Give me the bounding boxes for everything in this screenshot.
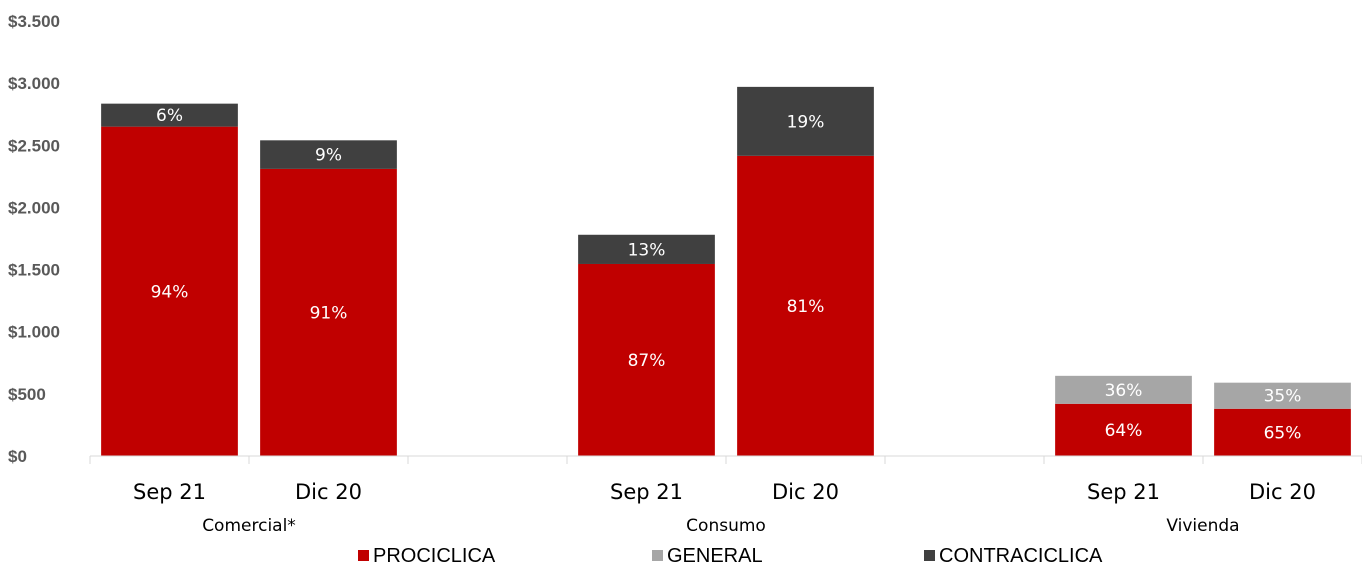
data-label: 36% xyxy=(1105,381,1143,401)
legend-swatch xyxy=(924,550,935,561)
y-tick-label: $0 xyxy=(8,447,27,466)
x-tick-label: Dic 20 xyxy=(772,480,839,504)
data-label: 6% xyxy=(156,106,183,126)
data-label: 9% xyxy=(315,146,342,166)
x-tick-label: Dic 20 xyxy=(1249,480,1316,504)
x-tick-label: Sep 21 xyxy=(610,480,683,504)
data-label: 19% xyxy=(787,112,825,132)
data-label: 87% xyxy=(628,351,666,371)
y-tick-label: $1.000 xyxy=(8,323,60,342)
bar-segment-general xyxy=(1214,382,1351,409)
legend-item: PROCICLICA xyxy=(358,545,496,565)
legend-label: GENERAL xyxy=(667,545,763,565)
data-label: 65% xyxy=(1264,423,1302,443)
y-tick-label: $2.000 xyxy=(8,198,60,217)
y-tick-label: $3.000 xyxy=(8,74,60,93)
y-axis: $0 $500 $1.000 $1.500 $2.000 $2.500 $3.000 $3.5… xyxy=(8,12,60,466)
legend-swatch xyxy=(358,550,369,561)
bar-segment-prociclica xyxy=(578,263,715,456)
legend-item: CONTRACICLICA xyxy=(924,545,1103,565)
bar-stack: 87% 13% xyxy=(578,234,715,456)
data-label: 94% xyxy=(151,282,189,302)
data-label: 81% xyxy=(787,297,825,317)
bar-segment-contraciclica xyxy=(101,103,238,127)
x-tick-label: Sep 21 xyxy=(133,480,206,504)
bar-stack: 65% 35% xyxy=(1214,382,1351,456)
data-label: 91% xyxy=(310,303,348,323)
x-tick-label: Sep 21 xyxy=(1087,480,1160,504)
bar-segment-contraciclica xyxy=(260,140,397,169)
bar-stack: 91% 9% xyxy=(260,140,397,456)
legend: PROCICLICA GENERAL CONTRACICLICA xyxy=(358,545,1103,565)
bar-segment-prociclica xyxy=(737,155,874,456)
data-label: 13% xyxy=(628,240,666,260)
y-tick-label: $1.500 xyxy=(8,261,60,280)
x-axis: Sep 21 Dic 20 Comercial* Sep 21 Dic 20 Consum… xyxy=(89,455,1362,536)
data-label: 35% xyxy=(1264,387,1302,407)
bar-segment-contraciclica xyxy=(578,234,715,264)
bar-segment-prociclica xyxy=(1055,403,1192,456)
bar-segment-prociclica xyxy=(260,168,397,456)
bars: 94% 6% 91% 9% 87% 13% 81% 19% 64% 36% 65% 35% xyxy=(101,86,1351,457)
group-label: Vivienda xyxy=(1166,516,1239,536)
legend-item: GENERAL xyxy=(652,545,763,565)
bar-segment-prociclica xyxy=(101,126,238,457)
legend-label: CONTRACICLICA xyxy=(939,545,1103,565)
y-tick-label: $500 xyxy=(8,385,46,404)
bar-segment-prociclica xyxy=(1214,408,1351,456)
legend-label: PROCICLICA xyxy=(373,545,496,565)
legend-swatch xyxy=(652,550,663,561)
y-tick-label: $3.500 xyxy=(8,12,60,31)
group-label: Comercial* xyxy=(202,516,296,536)
x-tick-label: Dic 20 xyxy=(295,480,362,504)
bar-segment-contraciclica xyxy=(737,86,874,156)
data-label: 64% xyxy=(1105,421,1143,441)
bar-stack: 81% 19% xyxy=(737,86,874,456)
y-tick-label: $2.500 xyxy=(8,136,60,155)
bar-segment-general xyxy=(1055,375,1192,404)
group-label: Consumo xyxy=(686,516,766,536)
bar-stack: 64% 36% xyxy=(1055,375,1192,456)
bar-stack: 94% 6% xyxy=(101,103,238,457)
